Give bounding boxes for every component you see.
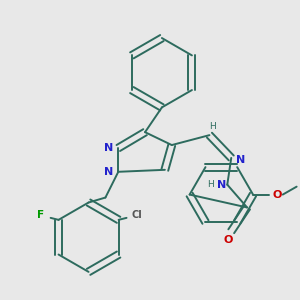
Text: N: N (104, 167, 113, 177)
Text: O: O (272, 190, 281, 200)
Text: Cl: Cl (131, 210, 142, 220)
Text: N: N (236, 155, 245, 165)
Text: H: H (207, 180, 214, 189)
Text: H: H (209, 122, 216, 131)
Text: N: N (104, 143, 113, 153)
Text: O: O (224, 235, 233, 245)
Text: N: N (217, 180, 226, 190)
Text: F: F (37, 210, 44, 220)
